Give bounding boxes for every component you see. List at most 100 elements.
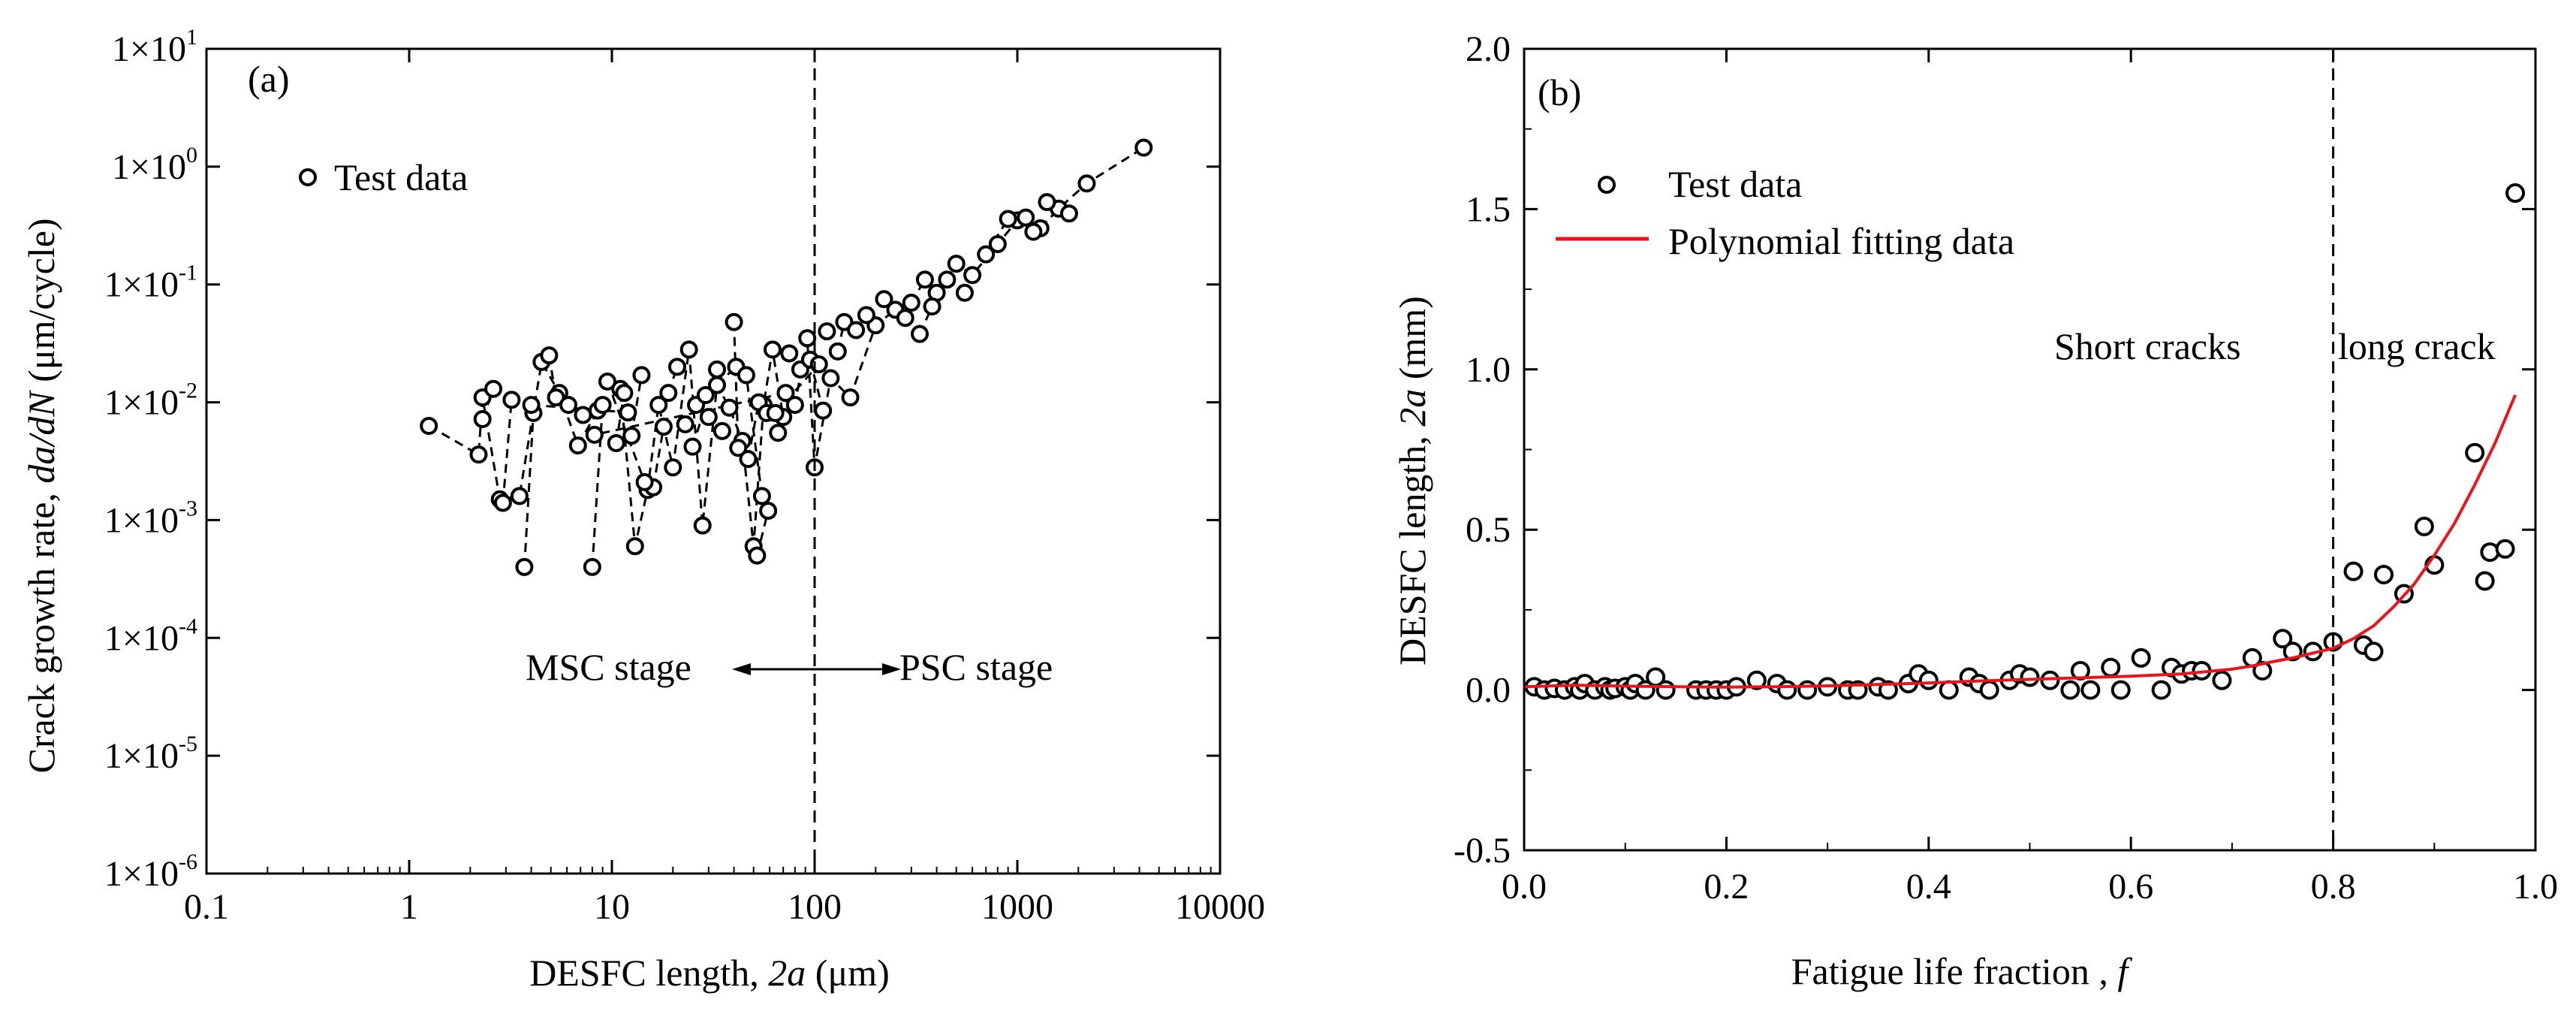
panel-a-data-point [818,322,836,341]
panel-b-y-axis-title: DESFC length, 2a (mm) [1391,296,1433,665]
panel-a-data-point [737,366,755,385]
panel-a-stage-arrow [732,663,901,675]
panel-a-data-point [769,424,788,442]
panel-a-data-point [938,270,957,289]
panel-a-tag: (a) [248,58,290,100]
panel-a-connector-line [630,375,643,436]
panel-a-data-point [676,415,694,433]
panel-b-data-point [1656,680,1676,700]
panel-a-data-point [821,369,840,388]
panel-b-data-point [1939,680,1959,700]
panel-a-data-point [622,427,641,445]
panel-a-data-point [635,472,654,491]
panel-b-data-point [2111,680,2131,700]
panel-b-data-point [2495,539,2515,559]
panel-a-data-point [493,493,512,512]
panel-a-data-point [841,388,860,407]
panel-b-data-point [2020,667,2040,687]
panel-a-data-point [910,324,929,343]
panel-a-y-tick-label: 1×10-3 [104,496,197,540]
panel-a-chart: 0.1 1 10 100 1000 10000 1×10-6 1×10-5 1×10-4 1×10… [20,25,1265,994]
panel-a-x-axis-title: DESFC length, 2a (μm) [529,952,890,994]
panel-a-data-point [607,433,625,452]
panel-a-data-point [902,294,920,312]
panel-a-data-point [598,372,616,391]
panel-b-x-tick-label: 0.4 [1906,867,1951,907]
panel-a-data-point [896,309,914,327]
panel-a-y-tick-label: 1×10-6 [104,850,197,894]
panel-a-data-point [988,235,1007,254]
panel-a-data-point [667,358,686,376]
panel-a-x-tick-label: 10 [594,887,630,927]
panel-b-data-point [2212,670,2232,690]
panel-a-x-tick-label: 100 [788,887,842,927]
panel-a-data-point [1038,193,1056,212]
panel-a-y-tick-label: 1×10-4 [104,614,197,658]
panel-a-data-point [713,421,731,440]
panel-a-connector-line [502,400,513,503]
panel-a-data-point [923,297,942,316]
panel-a-data-point [469,445,488,464]
panel-b-x-tick-label: 1.0 [2513,867,2558,907]
panel-b-y-tick-label: -0.5 [1454,831,1511,871]
panel-a-data-point [679,340,698,359]
panel-a-data-point [720,398,739,417]
panel-a-data-point [1017,208,1035,227]
panel-a-data-point [540,346,559,365]
panel-a-data-point [574,406,592,424]
panel-a-data-point [814,401,833,420]
panel-a-x-tick-label: 1 [400,887,418,927]
panel-a-x-tick-label: 0.1 [184,887,229,927]
panel-a-data-point [583,557,601,576]
panel-a-annotation-msc: MSC stage [526,646,691,688]
panel-b-data-point [1797,680,1818,700]
panel-a-connector-line [652,426,665,487]
panel-b-data-point [2060,680,2080,700]
panel-b-x-axis-title: Fatigue life fraction , f [1791,950,2133,992]
panel-a-data-point [654,418,673,436]
panel-a-data-point [625,537,644,556]
panel-b-data-point [2101,657,2121,678]
panel-b-data-point [2080,680,2101,700]
panel-b-y-tick-label: 1.5 [1466,189,1511,229]
panel-a-data-point [766,403,785,422]
panel-b-data-point [1979,680,1999,700]
panel-b-data-point [2505,183,2526,204]
panel-a-data-point [776,384,795,403]
panel-b-x-tick-label: 0.6 [2108,867,2153,907]
panel-b-y-tick-label: 1.0 [1466,350,1511,390]
panel-a-connector-line [733,321,740,448]
panel-a-connector-line [774,364,820,414]
panel-a-connector-line [745,375,764,496]
panel-a-data-point [875,290,893,309]
panel-a-data-point [857,306,875,324]
panel-a-legend-label: Test data [334,156,468,198]
panel-a-annotation-psc: PSC stage [899,646,1053,688]
panel-a-data-point [515,557,534,576]
panel-a-data-point [484,379,503,398]
panel-b-data-point [2273,629,2293,649]
panel-a-data-point [955,283,974,302]
panel-b-data-point [1878,680,1898,700]
panel-a-y-tick-label: 1×10-2 [104,379,197,423]
panel-a-data-point [693,516,712,535]
panel-a-data-point [696,386,715,405]
panel-a-data-point [828,342,847,361]
panel-a-data-point [593,396,612,415]
panel-a-data-point [559,396,578,415]
panel-a-data-point [615,384,634,403]
panel-a-data-point [585,425,604,444]
panel-a-data-point [1059,204,1078,223]
panel-a-y-tick-label: 1×10-5 [104,732,197,776]
panel-b-y-tick-label: 0.5 [1466,510,1511,550]
panel-b-x-tick-label: 0.0 [1502,867,1547,907]
panel-b-data-point [2414,516,2434,536]
panel-a-data-point [763,340,782,359]
panel-b-data-point [1918,670,1939,690]
panel-a-data-point [699,408,718,427]
panel-b-legend-label-fit: Polynomial fitting data [1668,220,2014,262]
panel-a-data-points [420,138,1153,576]
panel-b-x-tick-label: 0.8 [2311,867,2356,907]
panel-a-data-point [707,360,726,379]
